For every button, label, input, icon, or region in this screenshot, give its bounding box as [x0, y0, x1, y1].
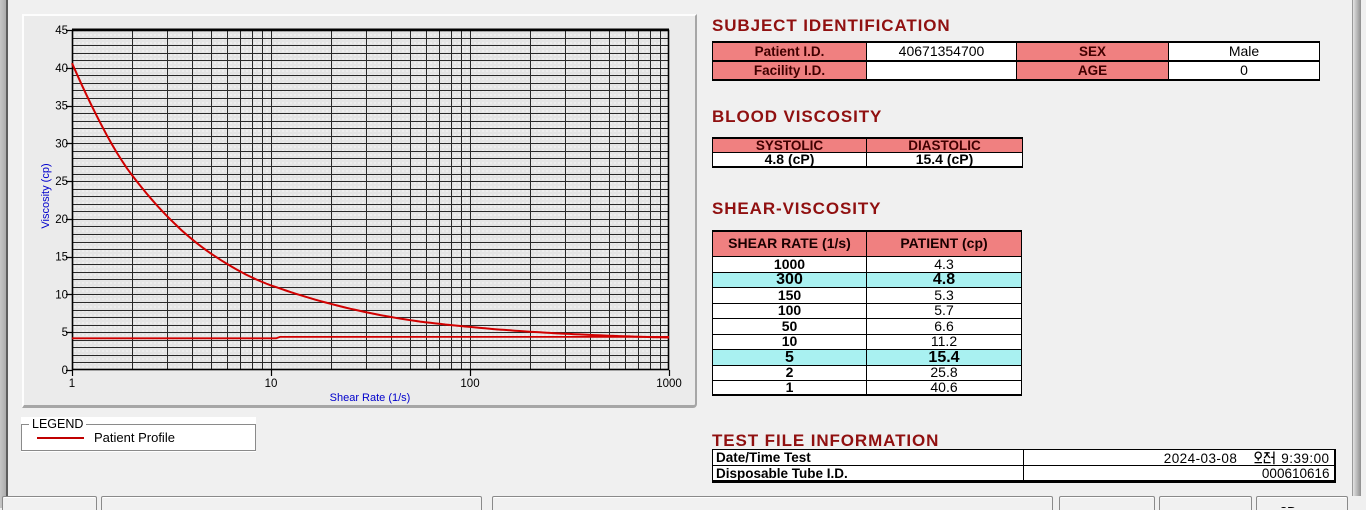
svg-text:10: 10: [265, 378, 278, 390]
svg-text:5: 5: [62, 327, 68, 339]
svg-text:1000: 1000: [656, 378, 682, 390]
svg-text:20: 20: [55, 214, 68, 226]
svg-text:40: 40: [55, 63, 68, 75]
svg-text:Shear Rate (1/s): Shear Rate (1/s): [330, 392, 411, 404]
svg-text:15: 15: [55, 252, 68, 264]
svg-text:1: 1: [69, 378, 75, 390]
svg-text:10: 10: [55, 289, 68, 301]
svg-text:30: 30: [55, 138, 68, 150]
svg-text:100: 100: [460, 378, 479, 390]
svg-text:25: 25: [55, 176, 68, 188]
svg-text:45: 45: [55, 25, 68, 37]
svg-text:35: 35: [55, 101, 68, 113]
svg-text:Viscosity (cp): Viscosity (cp): [40, 163, 52, 228]
svg-text:0: 0: [62, 365, 68, 377]
